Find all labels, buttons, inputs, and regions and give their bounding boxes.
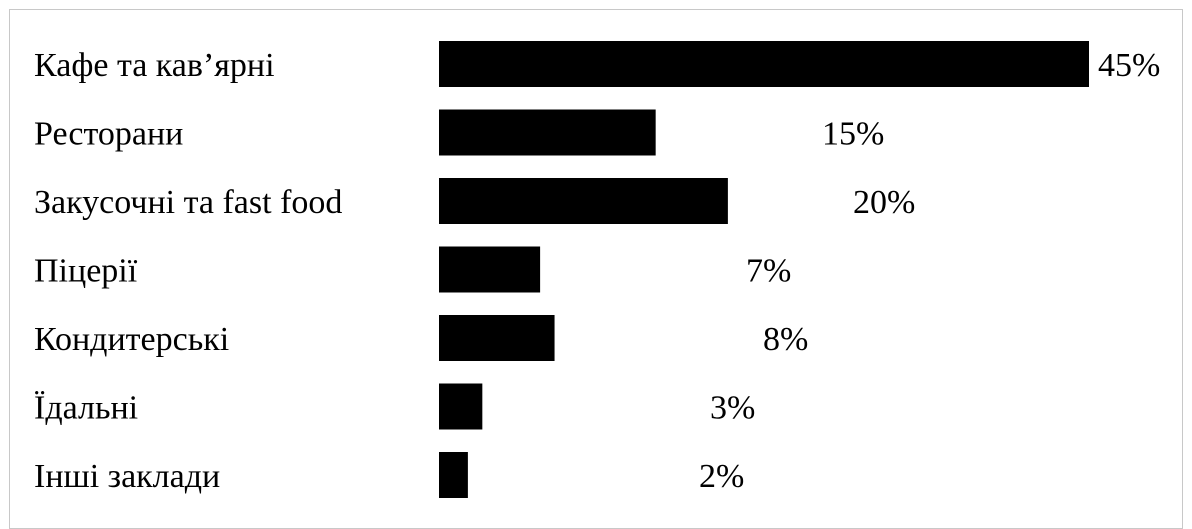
bar (439, 452, 468, 498)
value-label: 2% (699, 458, 744, 495)
bar (439, 246, 541, 293)
bar-chart: Кафе та кав’ярні Ресторани Закусочні та fa… (34, 41, 1160, 498)
bar (439, 41, 1089, 87)
category-label: Кондитерські (34, 321, 229, 358)
category-labels: Кафе та кав’ярні Ресторани Закусочні та fa… (34, 47, 342, 495)
value-labels: 45% 15% 20% 7% 8%3% 2% (699, 47, 1160, 495)
bar (439, 383, 483, 430)
value-label: 15% (822, 116, 884, 153)
bars (439, 41, 1089, 498)
category-label: Закусочні та fast food (34, 184, 342, 221)
value-label: 45% (1098, 47, 1160, 84)
value-label: 7% (746, 253, 791, 290)
category-label: Їдальні (34, 390, 138, 427)
value-label: 3% (710, 390, 755, 427)
bar (439, 178, 728, 224)
chart-frame (9, 9, 1183, 529)
category-label: Піцерії (34, 253, 138, 290)
value-label: 8% (763, 321, 808, 358)
bar (439, 109, 656, 156)
category-label: Ресторани (34, 116, 183, 153)
category-label: Кафе та кав’ярні (34, 47, 275, 84)
bar (439, 315, 555, 361)
category-label: Інші заклади (34, 458, 220, 495)
value-label: 20% (853, 184, 915, 221)
